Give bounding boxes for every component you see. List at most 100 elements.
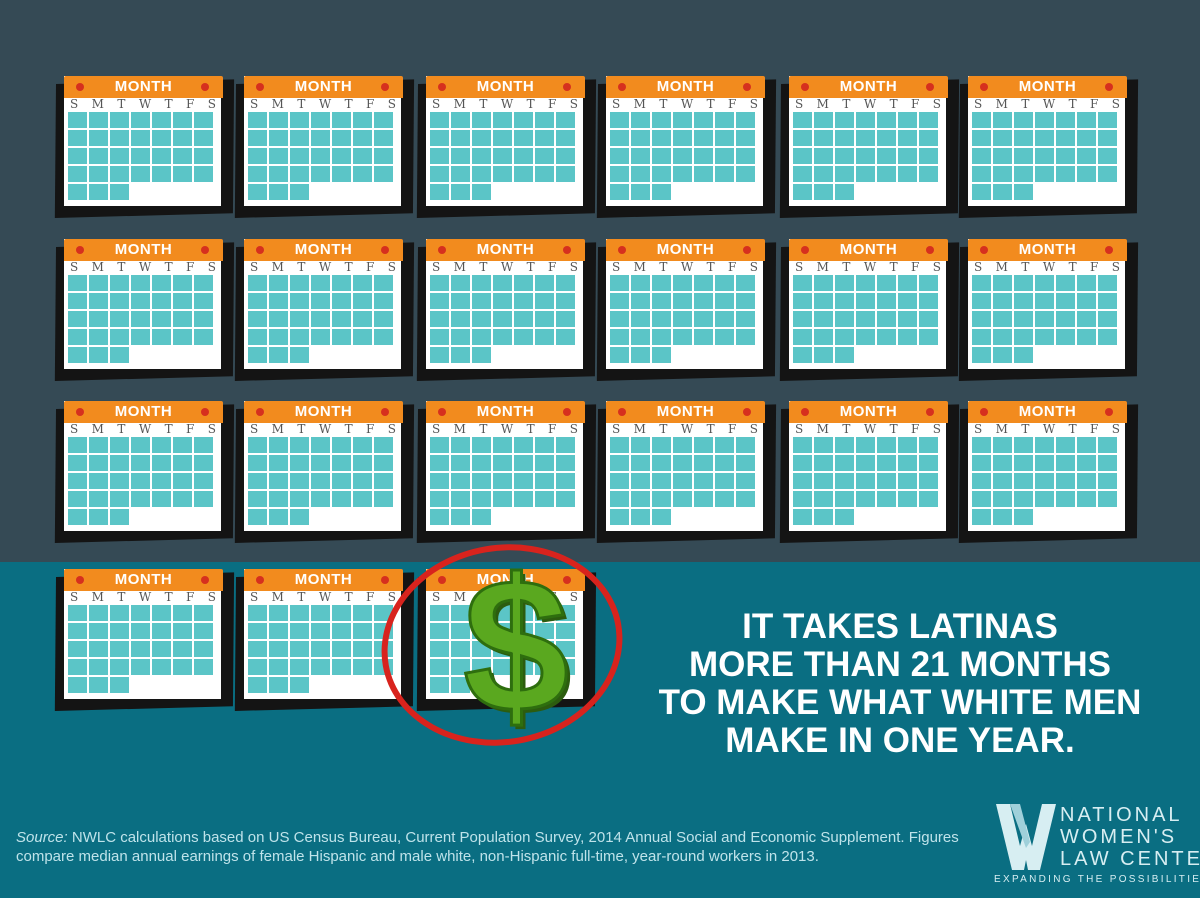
day-cell [736,437,755,453]
day-cell [374,455,393,471]
day-cell [353,311,372,327]
weekday-label: S [250,260,259,274]
binder-ring-icon [381,408,389,416]
day-cell [451,166,470,182]
day-cell [673,455,692,471]
calendar-month-17: MONTH S M T W T F S [779,393,960,543]
day-cell [835,293,854,309]
day-cell [173,659,192,675]
binder-ring-icon [381,83,389,91]
day-cell [793,455,812,471]
logo-tagline: EXPANDING THE POSSIBILITIES [994,874,1200,885]
day-cell [610,455,629,471]
day-cell [110,641,129,657]
weekday-label: M [453,97,466,111]
day-cell [814,112,833,128]
weekday-label: S [749,260,758,274]
weekday-label: T [117,97,126,111]
day-cell [248,677,267,693]
day-cell [290,347,309,363]
day-cell [290,605,309,621]
day-cell [898,437,917,453]
calendar-month-18: MONTH S M T W T F S [958,393,1139,543]
day-cell [332,659,351,675]
binder-ring-icon [743,83,751,91]
day-cell [430,130,449,146]
weekday-label: M [633,97,646,111]
weekday-label: T [1068,260,1077,274]
day-cell [673,311,692,327]
headline-line-2: MORE THAN 21 MONTHS [689,645,1111,684]
day-cell [311,491,330,507]
binder-ring-icon [980,246,988,254]
day-cell [311,130,330,146]
day-cell [1056,437,1075,453]
day-grid [430,275,580,363]
weekday-label: W [1042,97,1056,111]
day-cell [610,329,629,345]
day-cell [673,166,692,182]
day-cell [1098,473,1117,489]
weekday-label: W [680,422,694,436]
calendar-page: MONTH S M T W T F S [426,401,585,531]
calendar-month-label: MONTH [606,239,765,261]
day-cell [610,148,629,164]
day-cell [353,491,372,507]
weekday-label: S [1111,422,1120,436]
day-cell [194,148,213,164]
day-cell [715,491,734,507]
calendar-page: MONTH S M T W T F S [64,569,223,699]
day-cell [290,491,309,507]
day-cell [919,148,938,164]
day-cell [472,329,491,345]
day-cell [1014,329,1033,345]
day-cell [451,605,470,621]
weekday-label: W [138,422,152,436]
day-cell [493,166,512,182]
weekday-label: T [659,422,668,436]
day-cell [290,473,309,489]
day-cell [68,455,87,471]
day-cell [556,623,575,639]
weekday-label: T [659,260,668,274]
day-cell [1098,130,1117,146]
day-cell [110,509,129,525]
day-cell [290,184,309,200]
weekday-label: W [863,260,877,274]
weekday-label: M [816,97,829,111]
day-cell [535,112,554,128]
day-cell [290,275,309,291]
binder-ring-icon [256,83,264,91]
day-cell [493,293,512,309]
day-cell [194,659,213,675]
day-cell [1014,509,1033,525]
weekday-label: F [186,260,195,274]
day-cell [877,148,896,164]
day-cell [814,329,833,345]
day-cell [374,293,393,309]
day-cell [856,148,875,164]
day-cell [332,605,351,621]
day-cell [652,437,671,453]
weekday-label: S [387,97,396,111]
calendar-month-1: MONTH S M T W T F S [54,68,235,218]
day-cell [1056,491,1075,507]
day-cell [311,623,330,639]
day-cell [152,473,171,489]
day-cell [715,329,734,345]
weekday-label: S [795,422,804,436]
calendar-page: MONTH S M T W T F S [606,401,765,531]
day-cell [493,275,512,291]
day-cell [332,166,351,182]
weekday-label: S [387,422,396,436]
day-cell [972,329,991,345]
day-cell [89,473,108,489]
day-cell [152,275,171,291]
weekday-label: M [995,422,1008,436]
day-cell [269,130,288,146]
day-cell [472,311,491,327]
day-cell [451,437,470,453]
day-cell [673,148,692,164]
weekday-label: S [432,97,441,111]
